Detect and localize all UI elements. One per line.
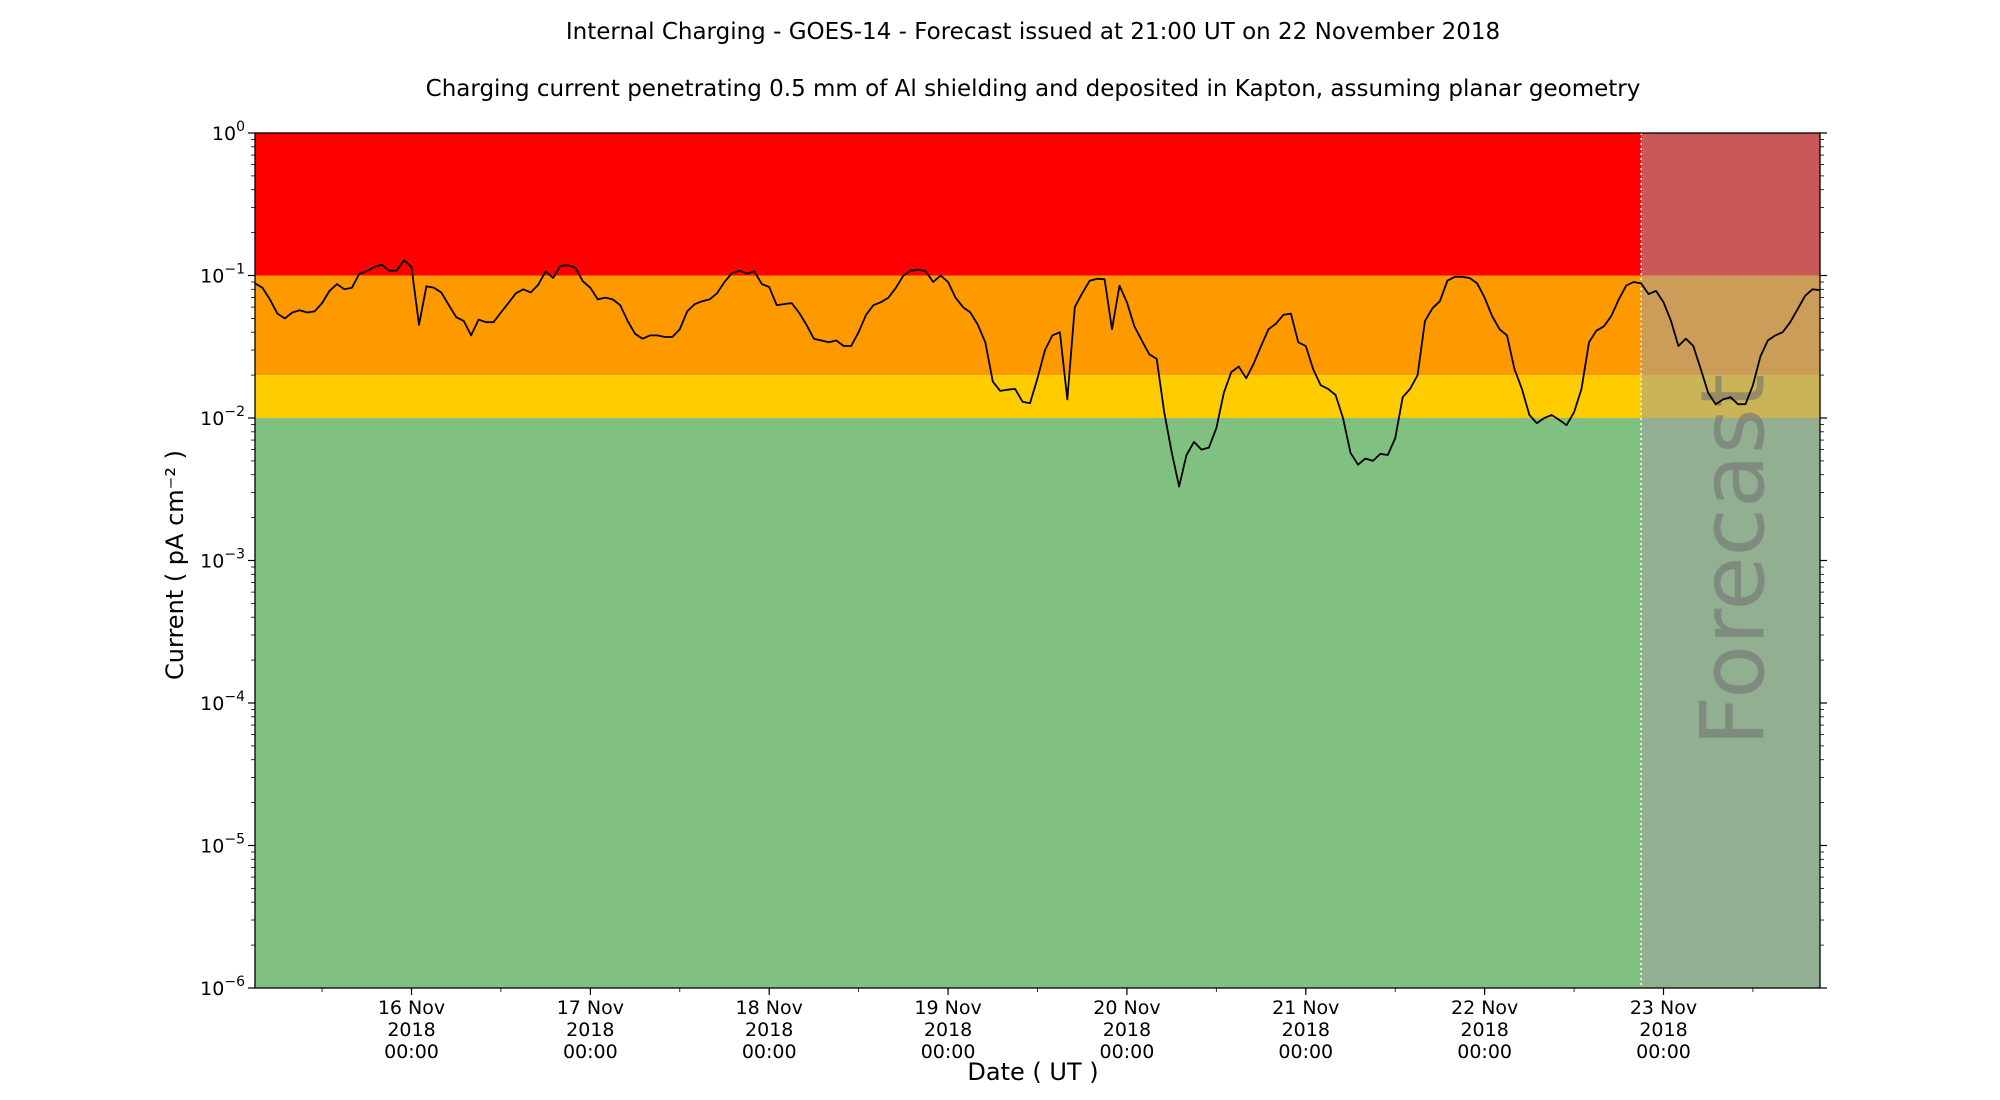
x-tick-label: 00:00: [921, 1041, 976, 1063]
x-tick-label: 21 Nov: [1272, 997, 1339, 1019]
x-axis-label: Date ( UT ): [967, 1058, 1098, 1086]
x-tick-label: 23 Nov: [1630, 997, 1697, 1019]
x-tick-label: 2018: [1639, 1019, 1687, 1041]
y-tick-label: 10−6: [200, 974, 245, 1000]
chart-subtitle: Charging current penetrating 0.5 mm of A…: [426, 76, 1641, 102]
forecast-label: Forecast: [1682, 374, 1785, 746]
x-tick-label: 2018: [1460, 1019, 1508, 1041]
y-axis-label: Current ( pA cm⁻² ): [161, 450, 189, 680]
x-tick-label: 17 Nov: [557, 997, 624, 1019]
x-tick-label: 00:00: [1278, 1041, 1333, 1063]
x-tick-label: 00:00: [563, 1041, 618, 1063]
series-line-0: [254, 259, 1821, 488]
x-tick-label: 2018: [1103, 1019, 1151, 1041]
y-tick-label: 10−1: [200, 262, 245, 288]
y-tick-label: 10−4: [200, 689, 245, 715]
x-tick-label: 19 Nov: [914, 997, 981, 1019]
x-tick-label: 16 Nov: [378, 997, 445, 1019]
x-tick-label: 2018: [745, 1019, 793, 1041]
x-tick-label: 2018: [387, 1019, 435, 1041]
forecast-region: Forecast: [1640, 133, 1820, 988]
x-tick-label: 00:00: [1100, 1041, 1155, 1063]
risk-band-0: [255, 133, 1820, 276]
x-tick-label: 22 Nov: [1451, 997, 1518, 1019]
y-tick-label: 10−2: [200, 404, 245, 430]
x-tick-label: 00:00: [1457, 1041, 1512, 1063]
y-tick-label: 100: [212, 119, 245, 145]
x-tick-label: 00:00: [742, 1041, 797, 1063]
chart-title: Internal Charging - GOES-14 - Forecast i…: [566, 19, 1500, 45]
x-tick-label: 00:00: [1636, 1041, 1691, 1063]
risk-band-3: [255, 418, 1820, 988]
x-tick-label: 2018: [566, 1019, 614, 1041]
forecast-overlay: [1641, 133, 1820, 988]
risk-band-1: [255, 275, 1820, 376]
current-series: [254, 259, 1821, 488]
risk-band-2: [255, 375, 1820, 418]
x-tick-label: 2018: [1282, 1019, 1330, 1041]
x-tick-label: 00:00: [384, 1041, 439, 1063]
risk-bands: [255, 133, 1820, 988]
x-tick-label: 18 Nov: [736, 997, 803, 1019]
y-tick-label: 10−3: [200, 547, 245, 573]
y-axis: 10−6 10−5 10−4 10−3 10−2 10−1 100: [200, 119, 1827, 1000]
x-tick-label: 2018: [924, 1019, 972, 1041]
x-tick-label: 20 Nov: [1093, 997, 1160, 1019]
y-tick-label: 10−5: [200, 832, 245, 858]
